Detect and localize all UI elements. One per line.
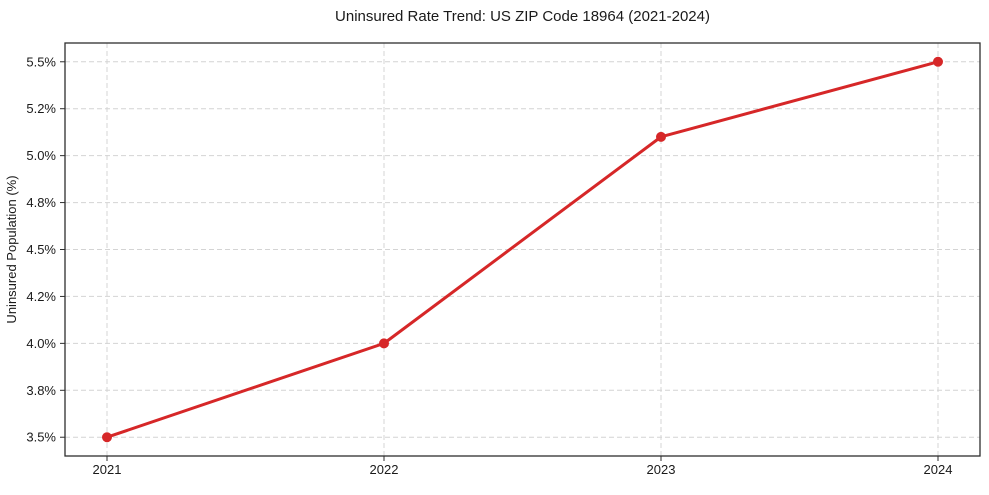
y-axis-label: Uninsured Population (%) (4, 175, 19, 323)
data-point (933, 56, 943, 67)
gridlines (65, 43, 980, 456)
data-point (656, 131, 666, 142)
axis-ticks: 3.5% 3.8% 4.0% 4.2% 4.5% 4.8% 5.0% 5.2% 5.5% 2021… (26, 54, 952, 477)
data-point (379, 338, 389, 349)
data-point-markers (102, 56, 943, 443)
y-tick-label: 5.5% (26, 54, 56, 69)
y-tick-label: 5.0% (26, 148, 56, 163)
trend-line (105, 60, 940, 439)
x-tick-label: 2021 (93, 462, 122, 477)
y-tick-label: 3.8% (26, 383, 56, 398)
x-tick-label: 2022 (370, 462, 399, 477)
plot-border (64, 42, 981, 457)
x-tick-label: 2024 (924, 462, 953, 477)
y-tick-label: 4.0% (26, 336, 56, 351)
y-tick-label: 5.2% (26, 101, 56, 116)
chart-title: Uninsured Rate Trend: US ZIP Code 18964 … (335, 8, 710, 25)
y-tick-label: 4.5% (26, 242, 56, 257)
data-point (102, 432, 112, 443)
y-tick-label: 4.8% (26, 195, 56, 210)
y-tick-label: 3.5% (26, 430, 56, 445)
y-tick-label: 4.2% (26, 289, 56, 304)
x-tick-label: 2023 (647, 462, 676, 477)
